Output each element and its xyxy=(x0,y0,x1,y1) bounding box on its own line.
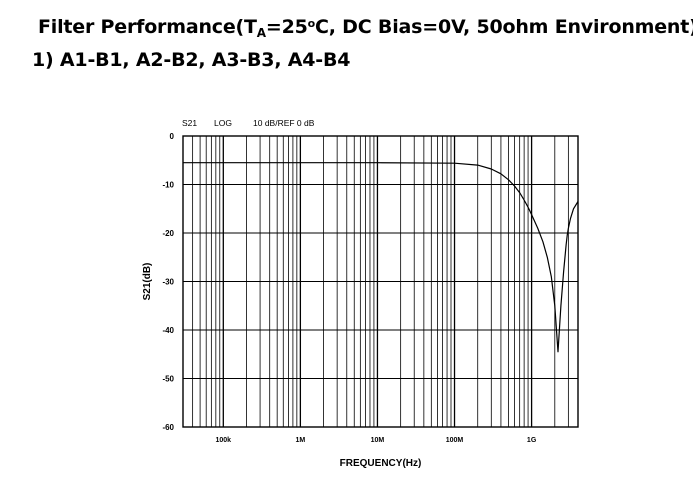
plot-frame xyxy=(182,135,579,428)
x-tick-label: 1G xyxy=(527,437,537,444)
y-tick-label: 0 xyxy=(170,132,175,141)
title-degree-symbol: o xyxy=(307,17,316,30)
title-subscript: A xyxy=(256,26,266,40)
chart-header-label: LOG xyxy=(214,118,232,128)
y-tick-label: -20 xyxy=(162,229,174,238)
y-axis-label: S21(dB) xyxy=(142,263,153,301)
s21-series-line xyxy=(183,162,579,353)
y-tick-label: -10 xyxy=(162,181,174,190)
x-tick-label: 10M xyxy=(371,437,385,444)
port-pairs-subtitle: 1) A1-B1, A2-B2, A3-B3, A4-B4 xyxy=(32,49,351,71)
x-axis-label: FREQUENCY(Hz) xyxy=(340,458,422,469)
title-middle: =25 xyxy=(265,16,308,38)
chart-header-label: 10 dB/REF 0 dB xyxy=(253,118,315,128)
title-suffix: C, DC Bias=0V, 50ohm Environment) xyxy=(315,16,693,38)
chart-header-label: S21 xyxy=(182,118,197,128)
x-tick-label: 100k xyxy=(216,437,232,444)
y-tick-label: -30 xyxy=(162,278,174,287)
filter-performance-title: Filter Performance(TA=25oC, DC Bias=0V, … xyxy=(38,16,693,40)
x-tick-label: 100M xyxy=(446,437,464,444)
x-tick-label: 1M xyxy=(296,437,306,444)
y-tick-label: -60 xyxy=(162,423,174,432)
title-prefix: Filter Performance(T xyxy=(38,16,257,38)
y-tick-label: -50 xyxy=(162,375,174,384)
y-tick-label: -40 xyxy=(162,326,174,335)
